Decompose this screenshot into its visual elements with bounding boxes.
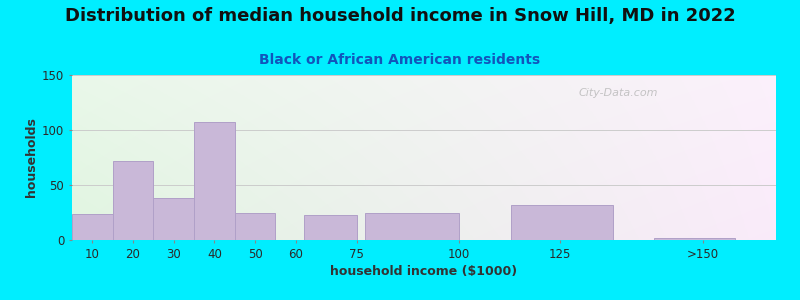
Bar	[194, 122, 234, 240]
Bar	[365, 212, 458, 240]
Bar	[654, 238, 735, 240]
Bar	[304, 215, 357, 240]
Bar	[154, 198, 194, 240]
Y-axis label: households: households	[25, 118, 38, 197]
Bar	[511, 205, 614, 240]
Bar	[113, 161, 154, 240]
Text: City-Data.com: City-Data.com	[579, 88, 658, 98]
Text: Black or African American residents: Black or African American residents	[259, 52, 541, 67]
Text: Distribution of median household income in Snow Hill, MD in 2022: Distribution of median household income …	[65, 8, 735, 26]
X-axis label: household income ($1000): household income ($1000)	[330, 265, 518, 278]
Bar	[72, 214, 113, 240]
Bar	[234, 212, 275, 240]
